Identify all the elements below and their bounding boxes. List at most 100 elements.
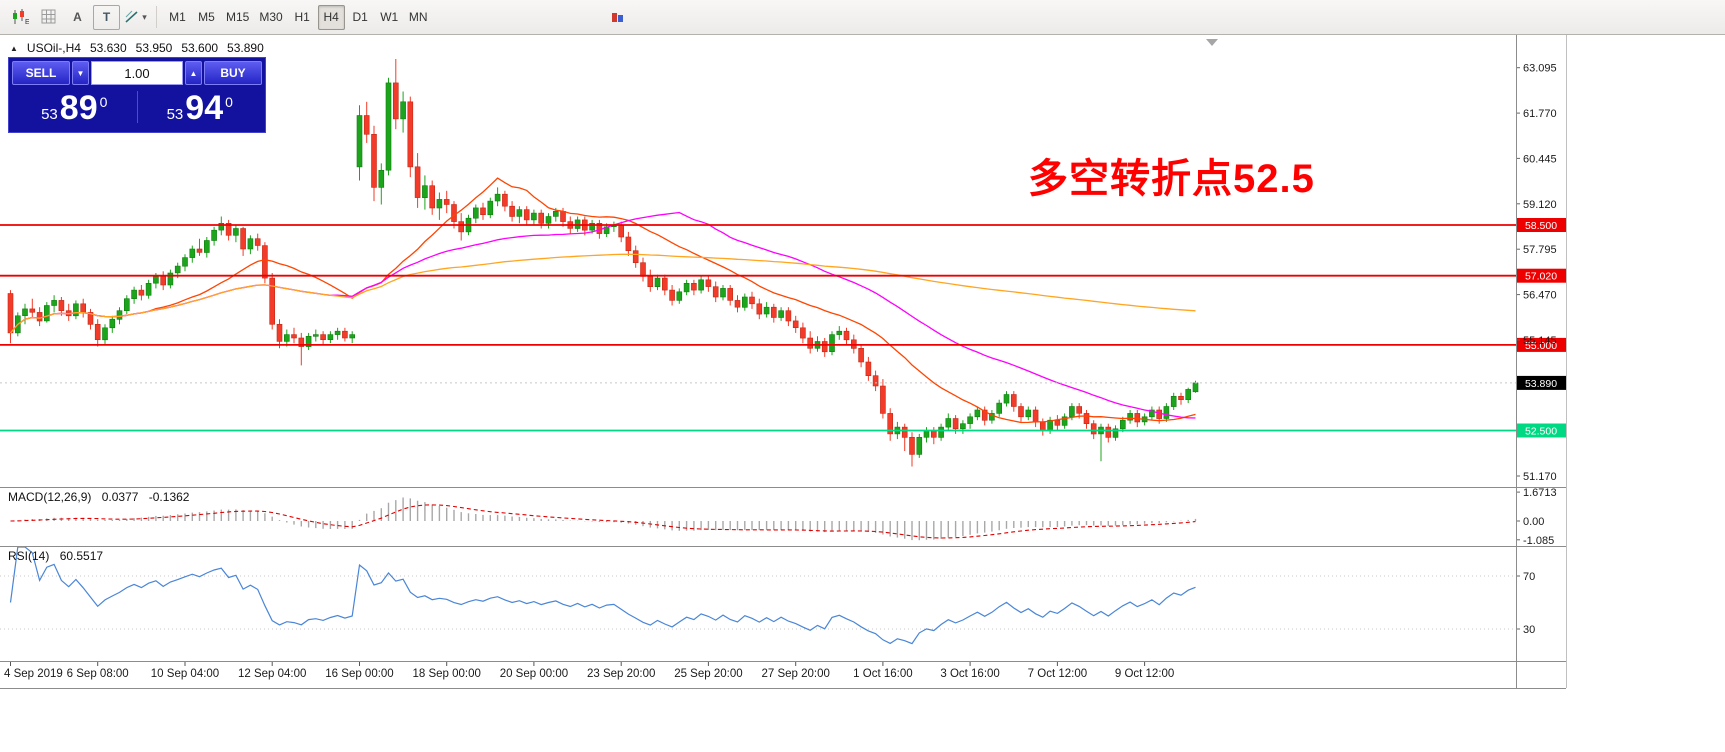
svg-text:55.145: 55.145 <box>1523 335 1557 347</box>
rsi-line <box>9 546 1196 645</box>
quote-header: ▲ USOil-,H4 53.630 53.950 53.600 53.890 <box>10 41 264 55</box>
svg-text:27 Sep 20:00: 27 Sep 20:00 <box>761 668 829 680</box>
timeframe-d1[interactable]: D1 <box>352 10 368 24</box>
horizontal-level-lines[interactable]: 58.500 57.020 55.000 52.500 <box>0 218 1566 438</box>
quote-open: 53.630 <box>89 41 127 55</box>
text-label-glyph: A <box>73 10 82 24</box>
svg-text:10 Sep 04:00: 10 Sep 04:00 <box>151 668 219 680</box>
svg-text:6 Sep 08:00: 6 Sep 08:00 <box>67 668 129 680</box>
text-label-icon[interactable]: A <box>64 5 91 30</box>
macd-histogram <box>17 497 1197 541</box>
sell-price-sup: 0 <box>99 94 108 111</box>
rsi-label: RSI(14) <box>8 549 50 563</box>
grid-glyph <box>41 9 55 24</box>
svg-text:60.445: 60.445 <box>1523 153 1557 165</box>
buy-button[interactable]: BUY <box>204 61 262 85</box>
timeframe-mn[interactable]: MN <box>408 10 428 24</box>
svg-text:61.770: 61.770 <box>1523 108 1557 120</box>
chart-annotation-text: 多空转折点52.5 <box>1028 157 1315 201</box>
svg-text:1.6713: 1.6713 <box>1523 487 1557 499</box>
candlestick-chart-glyph: E <box>12 9 29 25</box>
rsi-levels <box>0 575 1516 630</box>
price-divider <box>136 91 138 123</box>
rsi-header: RSI(14) 60.5517 <box>8 549 110 563</box>
svg-text:53.890: 53.890 <box>1525 378 1557 390</box>
timeframe-m5[interactable]: M5 <box>198 10 215 24</box>
svg-text:30: 30 <box>1523 624 1535 636</box>
price-axis[interactable]: 63.095 61.770 60.445 59.120 57.795 56.470 55.1… <box>1516 63 1557 483</box>
chevron-down-icon: ▾ <box>142 11 147 22</box>
sell-price-prefix: 53 <box>41 106 58 124</box>
svg-text:63.095: 63.095 <box>1523 63 1557 75</box>
chart-canvas[interactable]: 58.500 57.020 55.000 52.500 53.890 63.095 61.7… <box>0 0 1568 690</box>
grid-icon[interactable] <box>35 5 62 30</box>
svg-text:58.500: 58.500 <box>1525 220 1557 232</box>
volume-input[interactable] <box>91 61 183 85</box>
macd-signal-line <box>10 504 1196 539</box>
misc-icon[interactable] <box>604 5 631 30</box>
timeframe-h4[interactable]: H4 <box>317 4 345 30</box>
text-box-glyph: T <box>102 10 111 24</box>
timeframe-m15[interactable]: M15 <box>226 10 250 24</box>
bid-price-line: 53.890 <box>0 375 1566 390</box>
svg-text:18 Sep 00:00: 18 Sep 00:00 <box>412 668 480 680</box>
sell-price-big: 89 <box>59 89 98 128</box>
sell-button[interactable]: SELL <box>12 61 70 85</box>
quote-low: 53.600 <box>181 41 219 55</box>
symbol-timeframe: USOil-,H4 <box>26 41 81 55</box>
svg-text:9 Oct 12:00: 9 Oct 12:00 <box>1115 668 1174 680</box>
svg-text:23 Sep 20:00: 23 Sep 20:00 <box>587 668 655 680</box>
sell-price-button[interactable]: 53 89 0 <box>12 87 137 127</box>
timeframe-w1[interactable]: W1 <box>380 10 399 24</box>
trendline-glyph <box>125 10 138 23</box>
one-click-toggle-icon[interactable]: ▲ <box>10 43 18 53</box>
chart-shift-marker[interactable] <box>1206 39 1218 46</box>
time-axis[interactable]: 4 Sep 2019 6 Sep 08:00 10 Sep 04:00 12 Sep … <box>4 661 1174 680</box>
macd-value-main: 0.0377 <box>101 490 139 504</box>
one-click-trading-panel: SELL ▼ ▲ BUY 53 89 0 53 94 0 <box>8 57 266 133</box>
macd-header: MACD(12,26,9) 0.0377 -0.1362 <box>8 490 196 504</box>
svg-text:57.795: 57.795 <box>1523 244 1557 256</box>
svg-text:4 Sep 2019: 4 Sep 2019 <box>4 668 63 680</box>
buy-price-button[interactable]: 53 94 0 <box>138 87 263 127</box>
macd-axis[interactable]: 1.6713 0.00 -1.085 <box>1516 487 1557 547</box>
timeframe-m1[interactable]: M1 <box>169 10 186 24</box>
svg-text:16 Sep 00:00: 16 Sep 00:00 <box>325 668 393 680</box>
candlestick-chart-icon[interactable]: E <box>6 5 33 30</box>
svg-text:51.170: 51.170 <box>1523 471 1557 483</box>
svg-text:E: E <box>25 19 29 25</box>
timeframe-h1[interactable]: H1 <box>294 10 310 24</box>
pane-borders <box>0 35 1567 689</box>
svg-text:20 Sep 00:00: 20 Sep 00:00 <box>500 668 568 680</box>
rsi-value: 60.5517 <box>59 549 104 563</box>
timeframe-m30[interactable]: M30 <box>259 10 283 24</box>
buy-price-big: 94 <box>185 89 224 128</box>
svg-text:0.00: 0.00 <box>1523 516 1544 528</box>
svg-text:3 Oct 16:00: 3 Oct 16:00 <box>940 668 999 680</box>
quote-high: 53.950 <box>135 41 173 55</box>
svg-text:1 Oct 16:00: 1 Oct 16:00 <box>853 668 912 680</box>
quote-close: 53.890 <box>227 41 264 55</box>
svg-text:70: 70 <box>1523 571 1535 583</box>
svg-text:59.120: 59.120 <box>1523 199 1557 211</box>
buy-price-prefix: 53 <box>166 106 184 124</box>
volume-decrease-button[interactable]: ▼ <box>72 61 89 85</box>
trendline-tools-icon[interactable]: ▾ <box>122 5 149 30</box>
svg-text:12 Sep 04:00: 12 Sep 04:00 <box>238 668 306 680</box>
macd-value-signal: -0.1362 <box>148 490 190 504</box>
svg-text:25 Sep 20:00: 25 Sep 20:00 <box>674 668 742 680</box>
svg-text:56.470: 56.470 <box>1523 290 1557 302</box>
buy-price-sup: 0 <box>225 94 233 111</box>
toolbar-separator <box>156 6 157 28</box>
text-box-icon[interactable]: T <box>93 4 120 30</box>
rsi-axis[interactable]: 70 30 <box>1516 571 1535 636</box>
svg-text:-1.085: -1.085 <box>1523 535 1554 547</box>
volume-increase-button[interactable]: ▲ <box>185 61 202 85</box>
svg-text:55.000: 55.000 <box>1525 340 1557 352</box>
moving-average-lines <box>10 177 1196 424</box>
toolbar: E A T ▾ M1 M5 M15 M30 H1 H4 D1 W1 MN <box>0 0 1725 35</box>
timeframe-buttons: M1 M5 M15 M30 H1 H4 D1 W1 MN <box>164 4 432 30</box>
macd-label: MACD(12,26,9) <box>8 490 92 504</box>
svg-text:52.500: 52.500 <box>1525 426 1557 438</box>
